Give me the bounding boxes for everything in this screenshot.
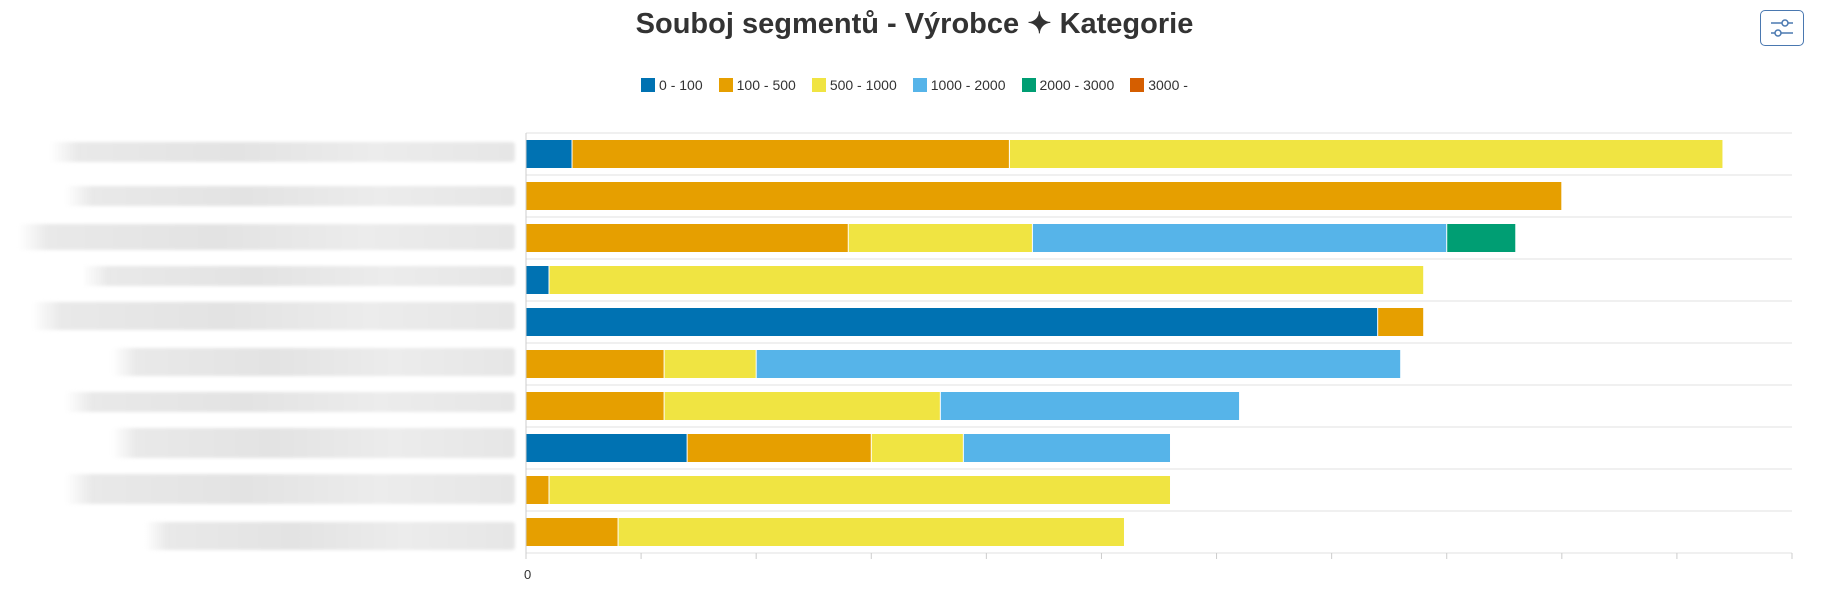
legend-swatch [641, 78, 656, 92]
bar-segment [963, 434, 1171, 462]
category-label-redacted [145, 522, 515, 550]
legend-label: 3000 - [1148, 77, 1188, 93]
bar-segment [526, 392, 664, 420]
bar-segment [549, 266, 1424, 294]
legend-item[interactable]: 0 - 100 [641, 77, 703, 93]
bar-segment [526, 140, 572, 168]
sliders-icon [1771, 19, 1793, 37]
legend-label: 0 - 100 [659, 77, 703, 93]
category-label-redacted [65, 474, 515, 504]
chart-title: Souboj segmentů - Výrobce ✦ Kategorie [635, 8, 1194, 40]
legend-item[interactable]: 100 - 500 [718, 77, 796, 93]
legend-label: 2000 - 3000 [1039, 77, 1115, 93]
legend-item[interactable]: 1000 - 2000 [912, 77, 1006, 93]
bar-segment [526, 518, 618, 546]
legend-label: 1000 - 2000 [930, 77, 1006, 93]
bar-segment [526, 350, 664, 378]
bar-segment [549, 476, 1171, 504]
category-label-redacted [112, 348, 515, 376]
bar-segment [526, 476, 549, 504]
category-label-redacted [65, 392, 515, 412]
bar-segment [940, 392, 1240, 420]
legend-item[interactable]: 2000 - 3000 [1021, 77, 1115, 93]
bar-segment [756, 350, 1401, 378]
legend-swatch [811, 78, 826, 92]
bar-segment [1032, 224, 1447, 252]
legend-item[interactable]: 500 - 1000 [811, 77, 897, 93]
x-tick-label: 0 [524, 567, 531, 582]
bar-segment [664, 392, 940, 420]
bar-segment [848, 224, 1032, 252]
bar-segment [664, 350, 756, 378]
bar-segment [526, 308, 1378, 336]
bar-segment [618, 518, 1124, 546]
legend-label: 100 - 500 [736, 77, 796, 93]
category-label-redacted [18, 224, 515, 250]
legend-swatch [1021, 78, 1036, 92]
bar-segment [572, 140, 1009, 168]
category-label-redacted [112, 428, 515, 458]
legend-item[interactable]: 3000 - [1130, 77, 1188, 93]
bar-segment [871, 434, 963, 462]
category-label-redacted [82, 266, 515, 286]
bar-segment [1447, 224, 1516, 252]
bar-segment [1009, 140, 1723, 168]
bar-segment [526, 266, 549, 294]
bar-segment [687, 434, 871, 462]
legend-label: 500 - 1000 [829, 77, 897, 93]
bar-segment [526, 434, 687, 462]
chart-settings-button[interactable] [1760, 10, 1804, 46]
legend-swatch [1130, 78, 1145, 92]
category-label-redacted [65, 186, 515, 206]
legend-swatch [912, 78, 927, 92]
category-label-redacted [32, 302, 515, 330]
bar-segment [526, 224, 848, 252]
bar-segment [1378, 308, 1424, 336]
bar-segment [526, 182, 1562, 210]
category-label-redacted [50, 142, 515, 162]
legend-swatch [718, 78, 733, 92]
chart-legend: 0 - 100 100 - 500 500 - 1000 1000 - 2000 200… [0, 77, 1829, 93]
